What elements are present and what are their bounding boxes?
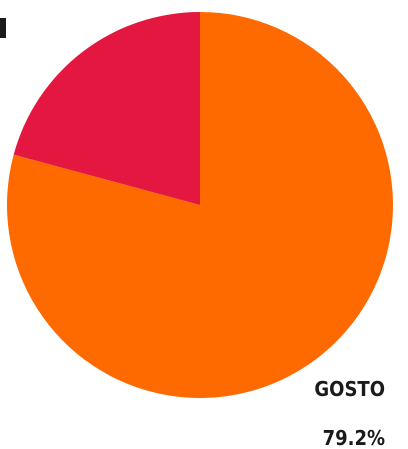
pie-slice-1 — [13, 12, 201, 205]
cropped-mark — [0, 18, 6, 38]
pie-slice-gosto — [6, 12, 393, 399]
slice-label-gosto: GOSTO — [314, 377, 385, 401]
slice-value-gosto: 79.2% — [323, 426, 385, 449]
pie-labels: GOSTO 79.2% — [314, 377, 385, 449]
pie-slices — [6, 12, 393, 399]
